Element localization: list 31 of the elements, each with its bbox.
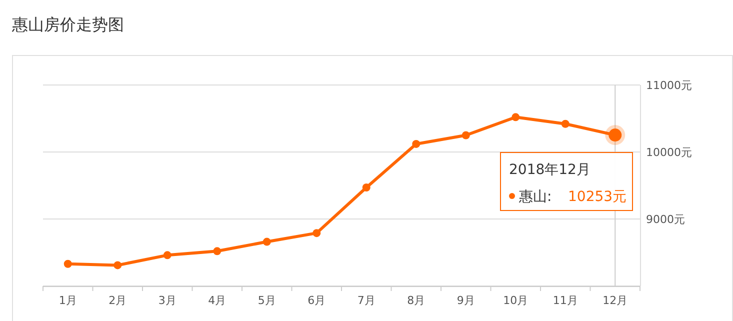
- point: [512, 113, 520, 122]
- y-tick-label: 11000元: [646, 79, 692, 92]
- x-tick-label: 1月: [58, 294, 77, 307]
- y-tick-label: 9000元: [646, 213, 685, 226]
- x-tick-label: 3月: [158, 294, 176, 307]
- x-tick-label: 5月: [258, 294, 276, 307]
- point: [412, 140, 420, 148]
- tooltip: 2018年12月 惠山: 10253元: [500, 152, 633, 211]
- point: [312, 229, 321, 238]
- chart-title: 惠山房价走势图: [11, 15, 124, 34]
- x-tick-label: 4月: [208, 294, 226, 307]
- point: [561, 120, 570, 128]
- x-tick-label: 7月: [357, 294, 376, 307]
- point: [362, 184, 370, 192]
- x-tick-label: 12月: [602, 294, 628, 307]
- point: [262, 238, 271, 246]
- annotation: 2018年12月: [509, 162, 590, 178]
- x-tick-label: 6月: [308, 294, 326, 307]
- x-tick-label: 11月: [552, 294, 578, 307]
- x-tick-label: 10月: [503, 294, 528, 307]
- annotation: 惠山:: [518, 189, 552, 205]
- y-tick-label: 10000元: [646, 146, 692, 159]
- point: [213, 247, 222, 256]
- point: [163, 251, 172, 260]
- point: [114, 261, 122, 270]
- point: [64, 260, 72, 268]
- annotation: 10253元: [568, 189, 627, 205]
- point: [462, 131, 470, 140]
- x-tick-label: 9月: [456, 294, 475, 307]
- x-tick-label: 8月: [407, 294, 426, 307]
- x-tick-label: 2月: [108, 294, 127, 307]
